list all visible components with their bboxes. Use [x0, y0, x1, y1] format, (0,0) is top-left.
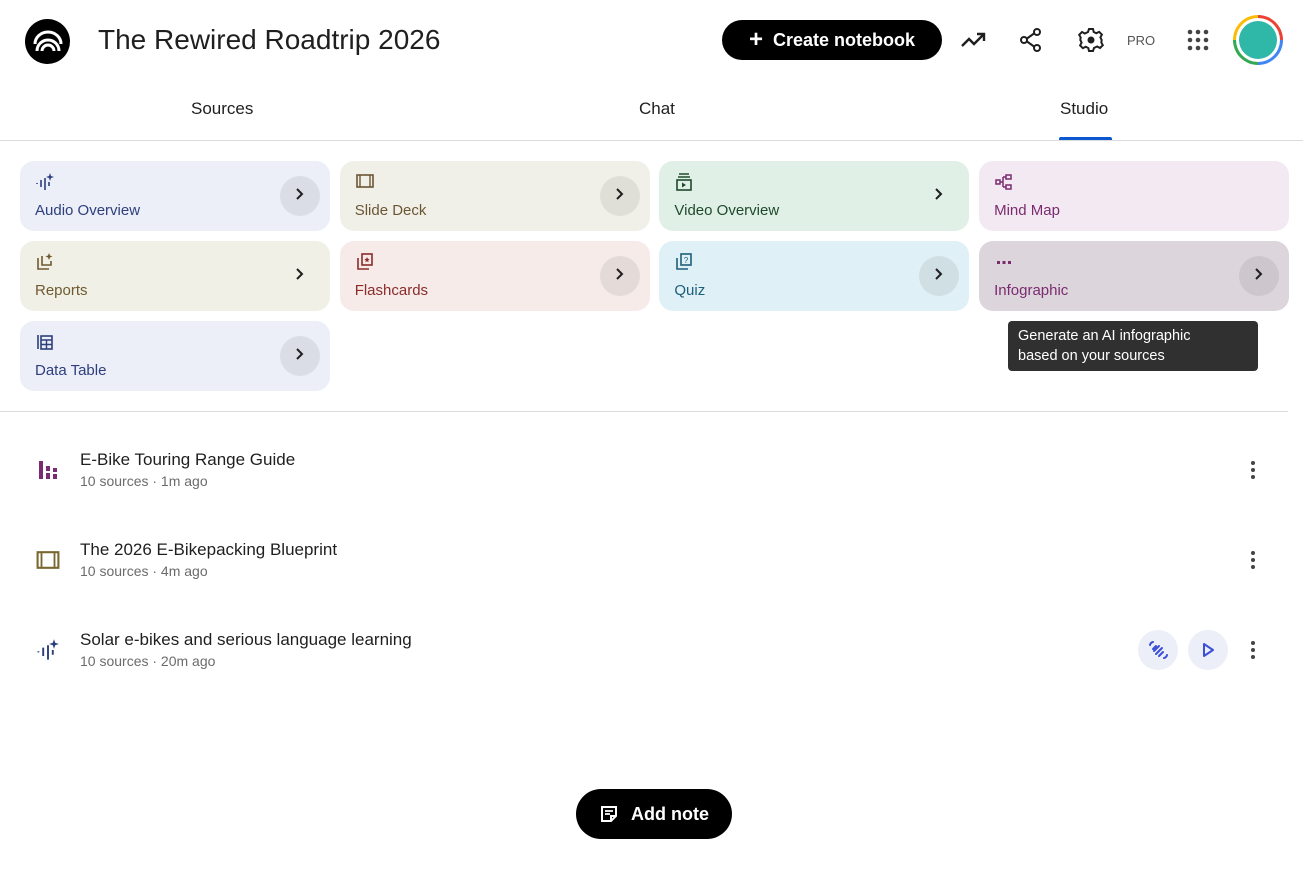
chevron-right-icon: [614, 187, 626, 206]
note-item[interactable]: The 2026 E-Bikepacking Blueprint 10 sourc…: [0, 530, 1303, 590]
wave-hand-icon: [1149, 641, 1168, 659]
studio-tool-flashcards[interactable]: Flashcards: [339, 241, 650, 311]
tool-label: Slide Deck: [354, 202, 427, 219]
chevron-right-icon: [1253, 267, 1265, 286]
divider: [0, 140, 1303, 141]
flashcards-icon: [355, 252, 375, 277]
note-title: E-Bike Touring Range Guide: [80, 450, 296, 469]
chevron-right-icon: [294, 267, 306, 286]
tool-label: Reports: [35, 282, 88, 299]
analytics-button[interactable]: [955, 22, 991, 58]
open-tool-button[interactable]: [280, 176, 320, 216]
chevron-right-icon: [933, 267, 945, 286]
open-tool-button[interactable]: [599, 256, 640, 296]
note-item[interactable]: Solar e-bikes and serious language learn…: [0, 620, 1303, 680]
tab-chat[interactable]: Chat: [639, 99, 675, 118]
tool-label: Quiz: [674, 282, 706, 299]
chevron-right-icon: [614, 267, 626, 286]
chevron-right-icon: [933, 187, 945, 206]
plus-icon: +: [748, 26, 763, 53]
notebook-title[interactable]: The Rewired Roadtrip 2026: [98, 24, 441, 55]
tab-studio[interactable]: Studio: [1060, 99, 1109, 118]
robot-avatar-image: [1239, 21, 1277, 59]
studio-tool-slide-deck[interactable]: Slide Deck: [339, 161, 650, 231]
studio-tool-mind-map[interactable]: Mind Map: [979, 161, 1290, 231]
trending-up-icon: [961, 32, 986, 47]
open-tool-button[interactable]: [280, 256, 320, 296]
more-vert-icon: [1251, 641, 1255, 659]
infographic-icon: [994, 252, 1014, 277]
data-table-icon: [35, 332, 55, 357]
audio-sparkle-icon: [35, 172, 55, 197]
studio-tool-data-table[interactable]: Data Table: [20, 321, 330, 391]
note-meta: 10 sources · 4m ago: [80, 563, 208, 579]
share-icon: [1020, 28, 1041, 52]
create-notebook-button[interactable]: + Create notebook: [722, 20, 942, 60]
open-tool-button[interactable]: [280, 336, 320, 376]
video-icon: [674, 172, 694, 197]
slides-icon: [355, 172, 375, 195]
studio-tool-audio-overview[interactable]: Audio Overview: [20, 161, 330, 231]
more-options-button[interactable]: [1240, 634, 1266, 666]
studio-tool-reports[interactable]: Reports: [20, 241, 330, 311]
note-meta: 10 sources · 1m ago: [80, 473, 208, 489]
studio-tool-quiz[interactable]: ? Quiz: [659, 241, 970, 311]
svg-text:?: ?: [684, 256, 689, 265]
open-tool-button[interactable]: [1239, 256, 1280, 296]
interactive-mode-button[interactable]: [1138, 630, 1178, 670]
apps-grid-icon: [1187, 29, 1209, 51]
note-meta: 10 sources · 20m ago: [80, 653, 216, 669]
play-icon: [1203, 643, 1214, 657]
gear-icon: [1077, 28, 1105, 52]
note-item[interactable]: E-Bike Touring Range Guide 10 sources · 1…: [0, 440, 1303, 500]
tool-label: Data Table: [35, 362, 107, 379]
share-button[interactable]: [1013, 22, 1049, 58]
more-vert-icon: [1251, 461, 1255, 479]
settings-button[interactable]: [1073, 22, 1109, 58]
studio-tool-infographic[interactable]: Infographic: [979, 241, 1290, 311]
open-tool-button[interactable]: [919, 176, 959, 216]
add-note-button[interactable]: Add note: [576, 789, 732, 839]
reports-icon: [35, 252, 55, 277]
tool-label: Flashcards: [354, 282, 429, 299]
open-tool-button[interactable]: [599, 176, 640, 216]
chevron-right-icon: [294, 347, 306, 366]
logo-icon: [33, 30, 62, 51]
quiz-icon: ?: [674, 252, 694, 277]
tab-sources[interactable]: Sources: [191, 99, 254, 118]
divider: [0, 411, 1288, 412]
avatar[interactable]: [1233, 15, 1283, 65]
infographic-bars-icon: [35, 458, 61, 487]
tool-label: Audio Overview: [35, 202, 141, 219]
chevron-right-icon: [294, 187, 306, 206]
more-options-button[interactable]: [1240, 544, 1266, 576]
mind-map-icon: [994, 172, 1014, 197]
open-tool-button[interactable]: [919, 256, 960, 296]
active-tab-indicator: [1059, 137, 1112, 140]
play-button[interactable]: [1188, 630, 1228, 670]
app-logo[interactable]: [25, 19, 70, 64]
slides-icon: [35, 548, 61, 577]
infographic-tooltip: Generate an AI infographic based on your…: [1008, 321, 1258, 371]
studio-tool-video-overview[interactable]: Video Overview: [659, 161, 970, 231]
tool-label: Mind Map: [994, 202, 1060, 219]
apps-button[interactable]: [1180, 22, 1216, 58]
tool-label: Video Overview: [674, 202, 780, 219]
note-title: The 2026 E-Bikepacking Blueprint: [80, 540, 338, 559]
audio-sparkle-icon: [35, 638, 61, 667]
tool-label: Infographic: [994, 282, 1069, 299]
note-title: Solar e-bikes and serious language learn…: [80, 630, 412, 649]
pro-badge: PRO: [1127, 33, 1156, 48]
more-options-button[interactable]: [1240, 454, 1266, 486]
note-icon: [601, 806, 617, 822]
more-vert-icon: [1251, 551, 1255, 569]
